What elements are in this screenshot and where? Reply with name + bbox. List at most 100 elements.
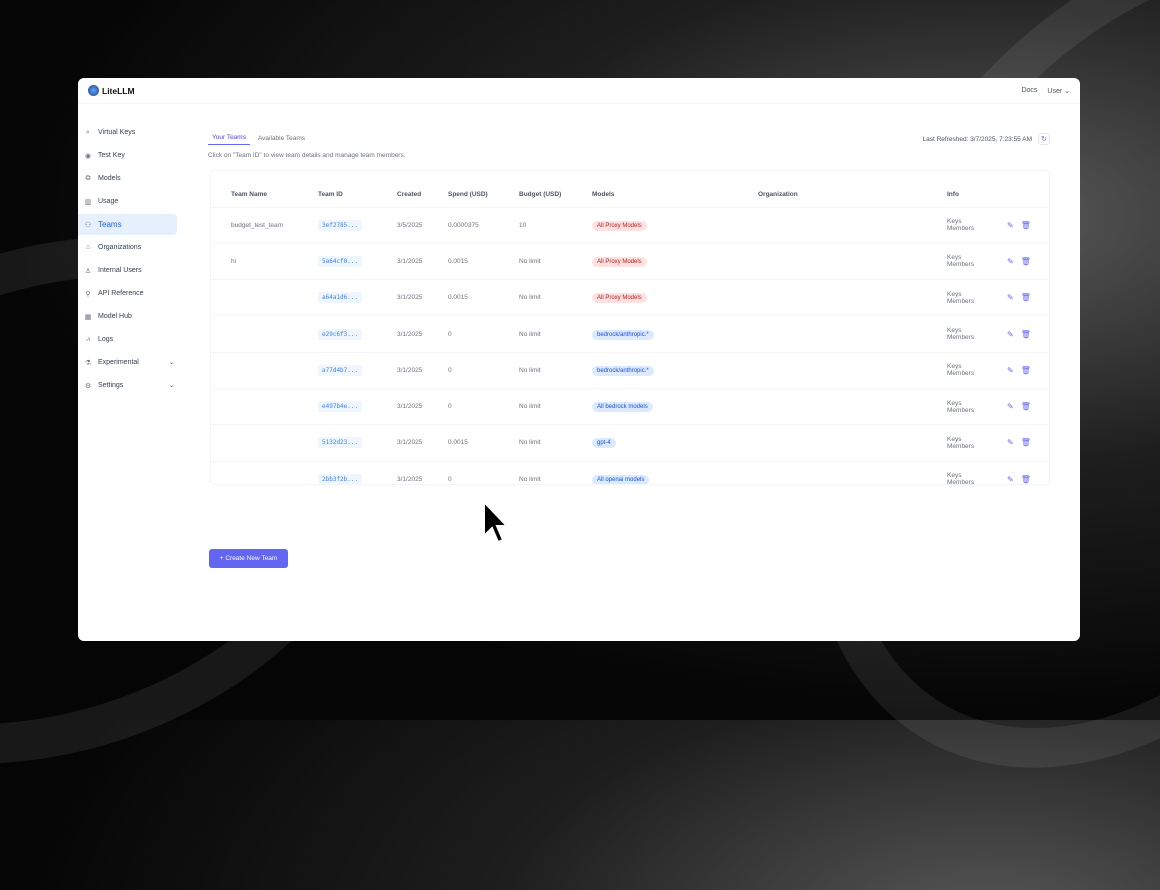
delete-icon[interactable]: 🗑 bbox=[1020, 474, 1031, 484]
column-header: Team ID bbox=[318, 191, 343, 199]
model-badge: All Proxy Models bbox=[592, 256, 647, 267]
delete-icon[interactable]: 🗑 bbox=[1020, 220, 1031, 230]
team-name bbox=[231, 387, 318, 425]
edit-icon[interactable]: ✎ bbox=[1007, 220, 1014, 230]
organization bbox=[758, 424, 947, 462]
info: Keys Members bbox=[947, 424, 1007, 462]
team-id-link[interactable]: 2bb3f2b... bbox=[318, 473, 363, 484]
keys-label: Keys bbox=[947, 218, 962, 226]
members-label: Members bbox=[947, 334, 975, 342]
edit-icon[interactable]: ✎ bbox=[1007, 474, 1014, 484]
keys-label: Keys bbox=[947, 435, 962, 443]
column-header: Models bbox=[592, 191, 615, 199]
team-id-link[interactable]: 5a64cf0... bbox=[318, 255, 363, 267]
team-name bbox=[231, 279, 318, 316]
tab-your-teams[interactable]: Your Teams bbox=[208, 134, 250, 145]
keys-label: Keys bbox=[947, 290, 962, 298]
table-row: a77d4b7... 3/1/2025 0 No limit bedrock/a… bbox=[211, 351, 1049, 389]
edit-icon[interactable]: ✎ bbox=[1007, 365, 1014, 375]
table-row: e29c6f3... 3/1/2025 0 No limit bedrock/a… bbox=[211, 315, 1049, 353]
user-label: User bbox=[1047, 87, 1063, 95]
app-window: LiteLLM Docs User ⌄ ⌕ Virtual Keys ◉ Test Ke… bbox=[78, 78, 1080, 641]
edit-icon[interactable]: ✎ bbox=[1007, 256, 1014, 266]
sidebar-item-label: Experimental bbox=[98, 359, 139, 366]
delete-icon[interactable]: 🗑 bbox=[1020, 329, 1031, 339]
user-menu[interactable]: User ⌄ bbox=[1047, 87, 1070, 95]
delete-icon[interactable]: 🗑 bbox=[1020, 293, 1031, 303]
hint-text: Click on "Team ID" to view team details … bbox=[208, 152, 406, 159]
column-header: Spend (USD) bbox=[448, 191, 488, 199]
sidebar-item-virtual-keys[interactable]: ⌕ Virtual Keys bbox=[78, 122, 184, 143]
team-id-link[interactable]: a64a1d6... bbox=[318, 292, 363, 304]
column-header: Info bbox=[947, 191, 959, 199]
sidebar-item-settings[interactable]: ⚙ Settings ⌄ bbox=[78, 375, 184, 396]
team-id-link[interactable]: e497b4e... bbox=[318, 401, 363, 413]
sidebar-item-logs[interactable]: ⩘ Logs bbox=[78, 329, 184, 350]
edit-icon[interactable]: ✎ bbox=[1007, 438, 1014, 448]
organization bbox=[758, 460, 947, 484]
edit-icon[interactable]: ✎ bbox=[1007, 329, 1014, 339]
team-name: budget_test_team bbox=[231, 206, 318, 244]
sidebar-item-model-hub[interactable]: ▦ Model Hub bbox=[78, 306, 184, 327]
budget: No limit bbox=[519, 279, 592, 316]
sidebar-item-usage[interactable]: ▥ Usage bbox=[78, 191, 184, 212]
members-label: Members bbox=[947, 297, 975, 305]
bar-chart-icon: ▥ bbox=[84, 198, 92, 206]
line-chart-icon: ⩘ bbox=[86, 335, 90, 343]
logo[interactable]: LiteLLM bbox=[88, 85, 135, 96]
key-icon: ⌕ bbox=[86, 128, 90, 136]
delete-icon[interactable]: 🗑 bbox=[1020, 256, 1031, 266]
block-icon: ⧉ bbox=[85, 174, 91, 182]
sidebar-item-label: Virtual Keys bbox=[98, 129, 136, 136]
model-badge: bedrock/anthropic.* bbox=[592, 365, 654, 376]
sidebar-item-api-reference[interactable]: ⚲ API Reference bbox=[78, 283, 184, 304]
edit-icon[interactable]: ✎ bbox=[1007, 293, 1014, 303]
created-date: 3/1/2025 bbox=[397, 242, 448, 280]
keys-label: Keys bbox=[947, 472, 962, 480]
team-name bbox=[231, 460, 318, 484]
sidebar-item-label: Internal Users bbox=[98, 267, 142, 274]
info: Keys Members bbox=[947, 315, 1007, 353]
sidebar-item-models[interactable]: ⧉ Models bbox=[78, 168, 184, 189]
budget: No limit bbox=[519, 315, 592, 353]
logo-icon bbox=[88, 85, 99, 96]
refresh-icon[interactable]: ↻ bbox=[1038, 133, 1050, 145]
delete-icon[interactable]: 🗑 bbox=[1020, 365, 1031, 375]
sidebar-item-label: Teams bbox=[98, 220, 122, 229]
create-new-team-button[interactable]: + Create New Team bbox=[209, 549, 288, 568]
info: Keys Members bbox=[947, 351, 1007, 389]
table-row: 5132d23... 3/1/2025 0.0015 No limit gpt-… bbox=[211, 424, 1049, 462]
delete-icon[interactable]: 🗑 bbox=[1020, 402, 1031, 412]
setting-icon: ⚙ bbox=[84, 382, 92, 390]
organization bbox=[758, 279, 947, 316]
created-date: 3/1/2025 bbox=[397, 351, 448, 389]
table-row: 2bb3f2b... 3/1/2025 0 No limit All opena… bbox=[211, 460, 1049, 484]
last-refreshed: Last Refreshed: 3/7/2025, 7:23:55 AM bbox=[922, 135, 1033, 143]
team-id-link[interactable]: 5132d23... bbox=[318, 437, 363, 449]
spend: 0 bbox=[448, 315, 519, 353]
delete-icon[interactable]: 🗑 bbox=[1020, 438, 1031, 448]
members-label: Members bbox=[947, 225, 975, 233]
info: Keys Members bbox=[947, 206, 1007, 244]
edit-icon[interactable]: ✎ bbox=[1007, 402, 1014, 412]
sidebar-item-organizations[interactable]: ⌂ Organizations bbox=[78, 237, 184, 258]
sidebar-item-teams[interactable]: ⚇ Teams bbox=[78, 214, 177, 235]
sidebar-item-label: Logs bbox=[98, 336, 114, 343]
column-header: Created bbox=[397, 191, 422, 199]
table-row: e497b4e... 3/1/2025 0 No limit All bedro… bbox=[211, 387, 1049, 425]
organization bbox=[758, 387, 947, 425]
column-header: Budget (USD) bbox=[519, 191, 562, 199]
team-id-link[interactable]: e29c6f3... bbox=[318, 328, 363, 340]
team-name: hi bbox=[231, 242, 318, 280]
budget: 10 bbox=[519, 206, 592, 244]
docs-link[interactable]: Docs bbox=[1021, 86, 1038, 94]
team-id-link[interactable]: 3ef2785... bbox=[318, 219, 363, 231]
sidebar-item-experimental[interactable]: ⚗ Experimental ⌄ bbox=[78, 352, 184, 373]
sidebar-item-internal-users[interactable]: ♙ Internal Users bbox=[78, 260, 184, 281]
team-name bbox=[231, 351, 318, 389]
tab-available-teams[interactable]: Available Teams bbox=[257, 134, 306, 142]
team-id-link[interactable]: a77d4b7... bbox=[318, 364, 363, 376]
team-icon: ⚇ bbox=[84, 221, 92, 229]
budget: No limit bbox=[519, 242, 592, 280]
sidebar-item-test-key[interactable]: ◉ Test Key bbox=[78, 145, 184, 166]
